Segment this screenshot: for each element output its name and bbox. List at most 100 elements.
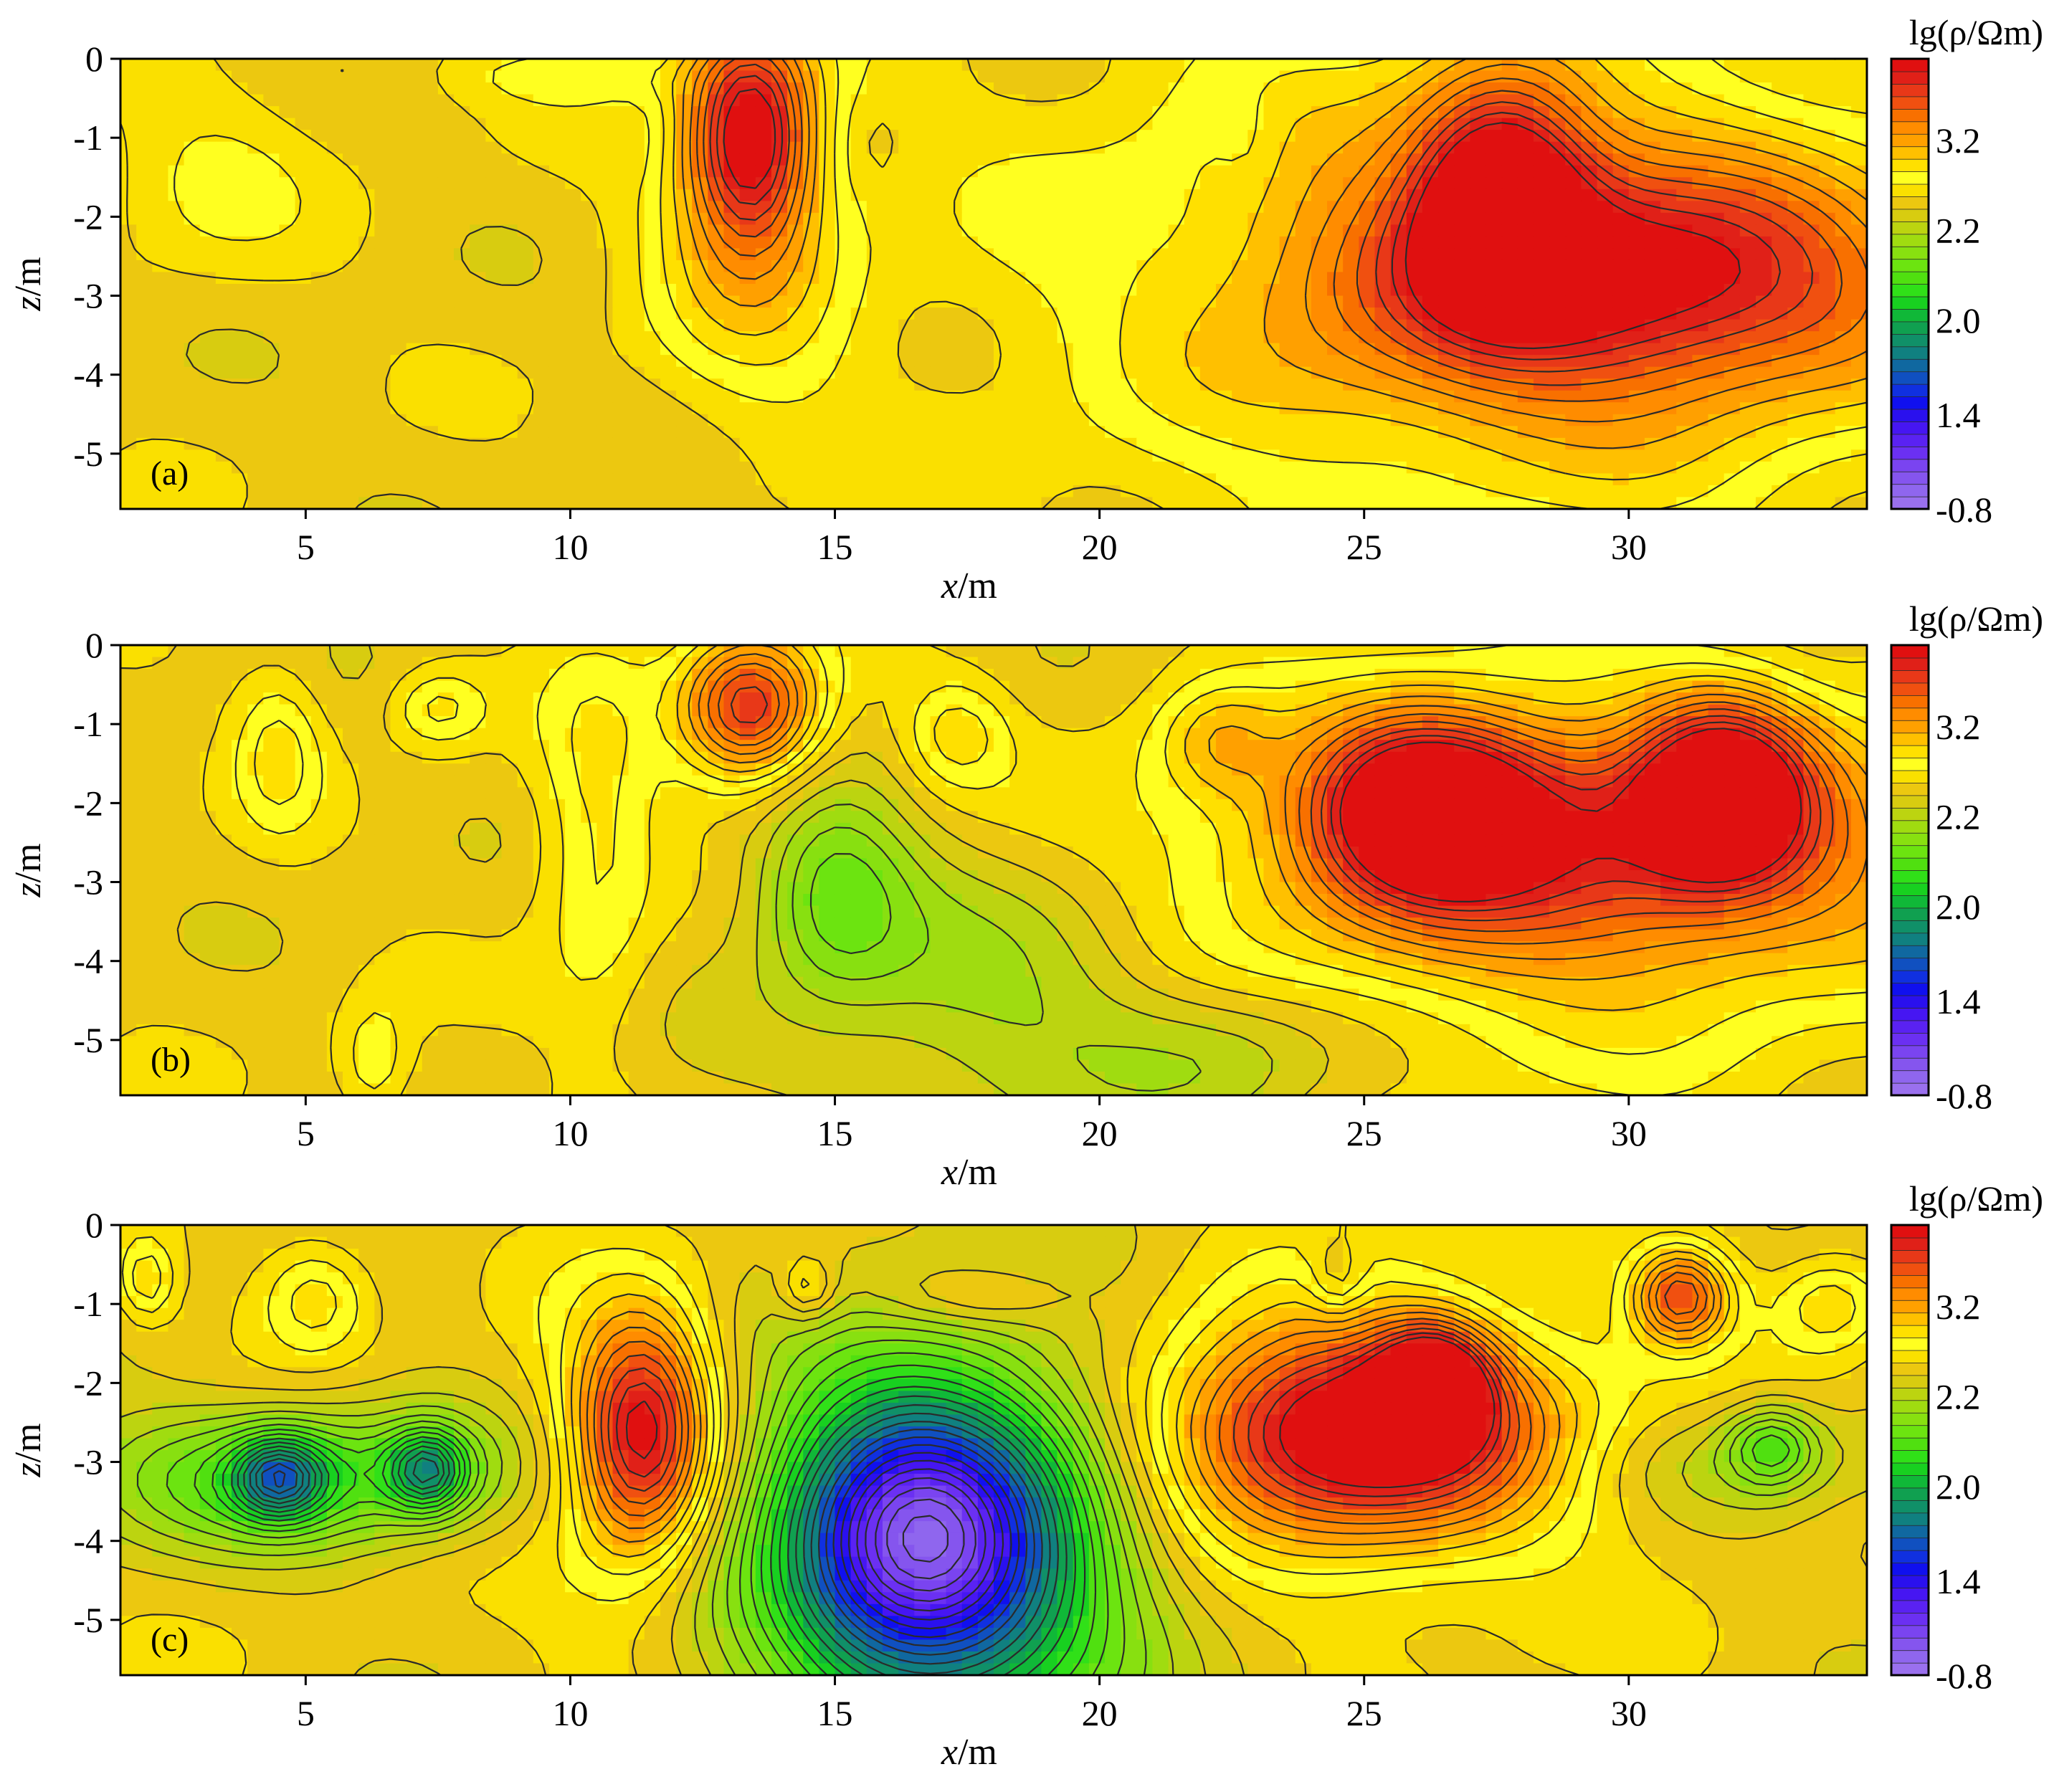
heatmap-cell (470, 272, 487, 285)
heatmap-cell (1263, 402, 1280, 415)
heatmap-cell (1485, 106, 1503, 119)
heatmap-cell (708, 473, 725, 486)
heatmap-cell (454, 378, 470, 391)
heatmap-cell (1597, 645, 1614, 658)
heatmap-cell (1739, 94, 1756, 107)
heatmap-cell (1581, 343, 1598, 356)
heatmap-cell (1708, 680, 1725, 693)
heatmap-cell (1390, 669, 1407, 682)
heatmap-cell (437, 669, 455, 682)
heatmap-cell (1247, 153, 1265, 166)
heatmap-cell (517, 272, 534, 285)
heatmap-cell (977, 201, 994, 214)
heatmap-cell (1121, 355, 1138, 368)
heatmap-cell (184, 378, 201, 391)
heatmap-cell (898, 669, 916, 682)
heatmap-cell (390, 141, 407, 155)
heatmap-cell (1041, 259, 1058, 273)
heatmap-cell (1581, 212, 1598, 226)
heatmap-cell (215, 402, 232, 415)
heatmap-cell (1216, 236, 1232, 249)
heatmap-cell (1422, 82, 1439, 95)
heatmap-cell (199, 497, 217, 509)
heatmap-cell (168, 449, 185, 462)
heatmap-cell (232, 130, 248, 143)
heatmap-cell (247, 82, 265, 95)
heatmap-cell (819, 165, 836, 178)
heatmap-cell (1168, 153, 1185, 166)
heatmap-cell (437, 473, 455, 486)
heatmap-cell (1581, 236, 1598, 249)
heatmap-cell (994, 130, 1010, 143)
heatmap-cell (1009, 118, 1027, 130)
heatmap-cell (1501, 236, 1518, 249)
heatmap-cell (120, 669, 137, 682)
heatmap-cell (1708, 259, 1725, 273)
heatmap-cell (628, 692, 645, 705)
heatmap-cell (1105, 153, 1121, 166)
heatmap-cell (1819, 284, 1836, 297)
heatmap-cell (1073, 201, 1090, 214)
heatmap-cell (1517, 449, 1534, 462)
heatmap-cell (406, 645, 423, 658)
heatmap-cell (470, 657, 487, 669)
heatmap-cell (771, 449, 788, 462)
colorbar-swatch (1891, 333, 1929, 348)
heatmap-cell (1374, 59, 1392, 72)
heatmap-cell (136, 669, 153, 682)
heatmap-cell (343, 461, 359, 475)
heatmap-cell (1517, 461, 1534, 475)
heatmap-cell (1438, 153, 1455, 166)
heatmap-cell (390, 236, 407, 249)
heatmap-cell (390, 390, 407, 404)
heatmap-cell (485, 141, 503, 155)
heatmap-cell (1819, 130, 1836, 143)
heatmap-cell (1787, 366, 1805, 380)
heatmap-cell (708, 485, 725, 498)
heatmap-cell (898, 449, 916, 462)
heatmap-cell (1565, 692, 1582, 705)
heatmap-cell (1152, 165, 1169, 178)
heatmap-cell (1025, 657, 1042, 669)
heatmap-cell (215, 355, 232, 368)
heatmap-cell (295, 295, 312, 308)
heatmap-cell (310, 236, 328, 249)
heatmap-cell (787, 319, 804, 332)
heatmap-cell (1374, 94, 1392, 107)
heatmap-cell (199, 224, 217, 237)
heatmap-cell (548, 449, 566, 462)
heatmap-cell (596, 390, 614, 404)
heatmap-cell (1247, 295, 1265, 308)
heatmap-cell (310, 355, 328, 368)
heatmap-cell (168, 153, 185, 166)
heatmap-cell (1343, 331, 1360, 344)
heatmap-cell (1835, 284, 1852, 297)
heatmap-cell (850, 177, 867, 190)
heatmap-cell (1041, 366, 1058, 380)
heatmap-cell (120, 94, 137, 107)
heatmap-cell (310, 485, 328, 498)
heatmap-cell (1549, 414, 1567, 427)
heatmap-cell (470, 118, 487, 130)
heatmap-cell (581, 248, 598, 261)
heatmap-cell (692, 343, 709, 356)
heatmap-cell (1390, 201, 1407, 214)
heatmap-cell (1390, 657, 1407, 669)
heatmap-cell (1628, 284, 1645, 297)
heatmap-cell (961, 355, 979, 368)
heatmap-cell (1168, 177, 1185, 190)
heatmap-cell (882, 331, 899, 344)
heatmap-cell (152, 212, 169, 226)
heatmap-cell (1708, 704, 1725, 717)
heatmap-cell (358, 106, 376, 119)
heatmap-cell (1628, 201, 1645, 214)
heatmap-cell (723, 141, 741, 155)
heatmap-cell (263, 497, 280, 509)
heatmap-cell (1708, 319, 1725, 332)
heatmap-cell (581, 224, 598, 237)
heatmap-cell (326, 165, 343, 178)
heatmap-cell (1565, 259, 1582, 273)
heatmap-cell (723, 461, 741, 475)
heatmap-cell (1184, 153, 1201, 166)
heatmap-cell (343, 669, 359, 682)
